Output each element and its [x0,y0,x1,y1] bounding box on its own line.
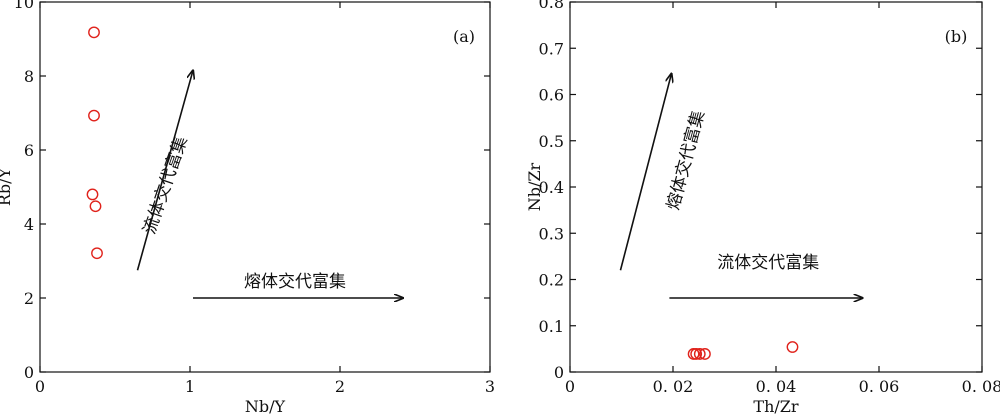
y-axis-title: Nb/Zr [525,162,544,211]
x-tick-label: 0 [565,377,575,396]
plot-frame [569,1,983,373]
x-tick-label: 0. 08 [962,377,1000,396]
x-tick-label: 3 [485,377,495,396]
data-point [693,348,706,360]
y-tick-label: 0.1 [539,317,564,336]
data-point [88,26,100,39]
y-tick-label: 10 [14,0,34,12]
x-tick-label: 1 [185,377,195,396]
y-tick-label: 2 [24,289,34,308]
y-tick-label: 0 [554,363,564,382]
x-tick-label: 0. 04 [756,377,797,396]
y-axis-title: Rb/Y [0,167,14,206]
arrow-annotation: 熔体交代富集 [244,272,346,292]
chart-panel-b: 0 0. 02 0. 04 0. 06 0. 08 0 0.1 0.2 0.3 0.4 0.5 0.6… [525,0,1000,415]
y-tick-label: 6 [24,141,34,160]
y-tick-label: 0 [24,363,34,382]
x-tick-label: 0 [35,377,45,396]
y-tick-label: 0.5 [539,132,564,151]
panel-label: (b) [945,27,968,46]
x-tick-label: 2 [335,377,345,396]
data-point [699,348,711,360]
y-tick-label: 0.6 [539,86,564,105]
y-tick-label: 0.2 [539,271,564,290]
arrow-annotation: 流体交代富集 [717,253,819,273]
y-tick-label: 8 [24,67,34,86]
panel-label: (a) [453,27,475,46]
y-tick-label: 4 [24,215,34,234]
arrow-annotation: 熔体交代富集 [663,108,709,212]
data-point [690,348,703,360]
trend-arrow [136,70,194,271]
plot-frame [39,1,491,373]
data-point [786,341,799,353]
trend-arrow [619,74,671,271]
y-tick-label: 0.8 [539,0,564,12]
x-tick-label: 0. 02 [653,377,694,396]
data-point [88,109,100,122]
data-point [91,247,103,260]
arrow-annotation: 流体交代富集 [140,134,192,237]
x-axis-title: Nb/Y [245,397,286,415]
data-point [687,348,700,360]
y-tick-label: 0.4 [539,178,564,197]
x-tick-label: 0. 06 [859,377,900,396]
y-tick-label: 0.7 [539,39,564,58]
x-axis-title: Th/Zr [753,397,798,415]
y-tick-label: 0.3 [539,224,564,243]
data-point [89,200,102,213]
data-point [86,188,99,201]
